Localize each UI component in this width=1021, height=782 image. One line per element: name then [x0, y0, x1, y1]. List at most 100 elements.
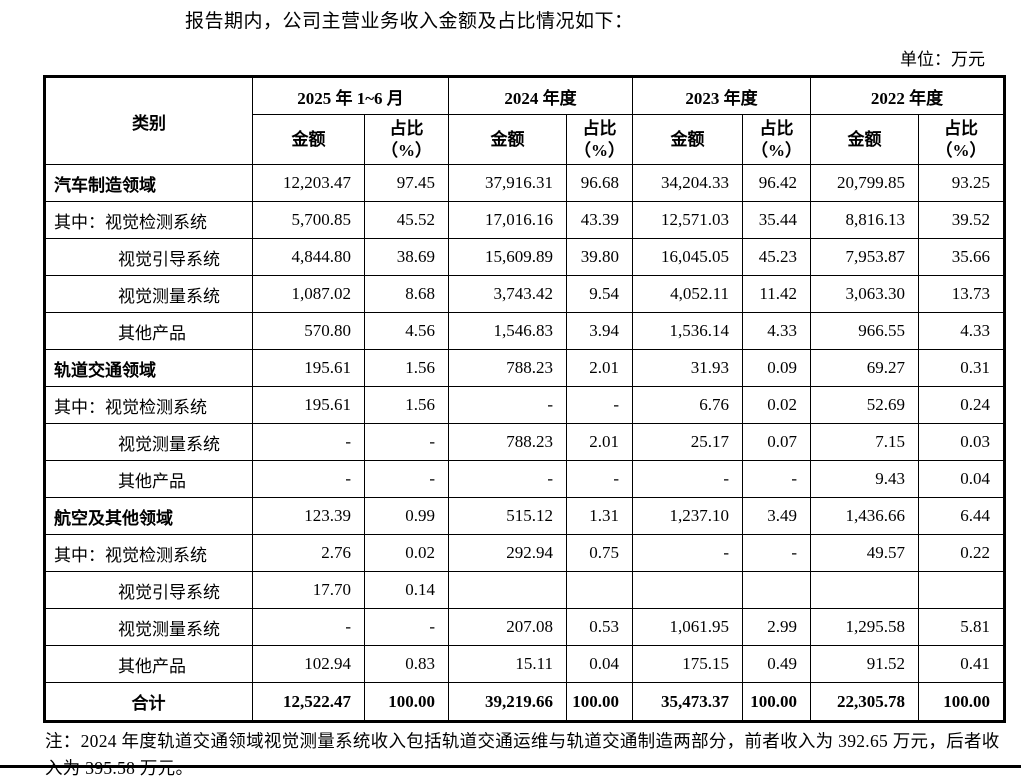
- value-cell: 292.94: [448, 534, 567, 572]
- table-row: 视觉测量系统 - -788.23 2.01 25.17 0.07 7.15 0.03: [44, 423, 1005, 461]
- value-cell: 0.04: [918, 460, 1005, 498]
- row-label: 轨道交通领域: [44, 349, 253, 387]
- value-cell: 0.41: [918, 645, 1005, 683]
- value-cell: 3,743.42: [448, 275, 567, 313]
- row-label: 视觉测量系统: [44, 608, 253, 646]
- col-header-amount: 金额: [448, 114, 567, 165]
- row-label: 其中：视觉检测系统: [44, 201, 253, 239]
- ratio-label-line2: （%）: [751, 140, 802, 160]
- value-cell: 39,219.66: [448, 682, 567, 722]
- value-cell: 38.69: [364, 238, 449, 276]
- value-cell: 2.76: [252, 534, 365, 572]
- value-cell: -: [566, 460, 633, 498]
- value-cell: 43.39: [566, 201, 633, 239]
- value-cell: 788.23: [448, 423, 567, 461]
- value-cell: 788.23: [448, 349, 567, 387]
- ratio-label-line2: （%）: [574, 140, 625, 160]
- value-cell: 93.25: [918, 164, 1005, 202]
- value-cell: 6.44: [918, 497, 1005, 535]
- value-cell: 7,953.87: [810, 238, 919, 276]
- row-label: 视觉引导系统: [44, 571, 253, 609]
- row-label: 视觉测量系统: [44, 275, 253, 313]
- value-cell: 97.45: [364, 164, 449, 202]
- col-header-amount: 金额: [632, 114, 743, 165]
- value-cell: 1.56: [364, 386, 449, 424]
- value-cell: 4,052.11: [632, 275, 743, 313]
- value-cell: 4.56: [364, 312, 449, 350]
- value-cell: 13.73: [918, 275, 1005, 313]
- table-row: 其中：视觉检测系统 5,700.85 45.52 17,016.16 43.39 12,5…: [44, 201, 1005, 239]
- value-cell: 5,700.85: [252, 201, 365, 239]
- table-row: 视觉引导系统 17.70 0.14: [44, 571, 1005, 609]
- value-cell: -: [364, 608, 449, 646]
- value-cell: 49.57: [810, 534, 919, 572]
- value-cell: 20,799.85: [810, 164, 919, 202]
- col-header-period-2025: 2025 年 1~6 月: [252, 76, 449, 115]
- col-header-period-2024: 2024 年度: [448, 76, 633, 115]
- value-cell: 966.55: [810, 312, 919, 350]
- value-cell: 0.03: [918, 423, 1005, 461]
- value-cell: 1,546.83: [448, 312, 567, 350]
- value-cell: 0.53: [566, 608, 633, 646]
- value-cell: 15.11: [448, 645, 567, 683]
- value-cell: 1,295.58: [810, 608, 919, 646]
- value-cell: 0.02: [364, 534, 449, 572]
- value-cell: 22,305.78: [810, 682, 919, 722]
- col-header-ratio: 占比 （%）: [566, 114, 633, 165]
- row-label: 其他产品: [44, 312, 253, 350]
- value-cell: 45.52: [364, 201, 449, 239]
- row-label: 航空及其他领域: [44, 497, 253, 535]
- value-cell: 4,844.80: [252, 238, 365, 276]
- row-label: 其他产品: [44, 645, 253, 683]
- value-cell: 175.15: [632, 645, 743, 683]
- value-cell: 2.01: [566, 349, 633, 387]
- value-cell: -: [566, 386, 633, 424]
- row-label: 汽车制造领域: [44, 164, 253, 202]
- row-label: 视觉测量系统: [44, 423, 253, 461]
- table-row: 轨道交通领域 195.61 1.56 788.23 2.01 31.93 0.09 69.27…: [44, 349, 1005, 387]
- value-cell: 0.09: [742, 349, 811, 387]
- table-row: 视觉引导系统 4,844.80 38.69 15,609.89 39.80 16,045.…: [44, 238, 1005, 276]
- value-cell: 3.49: [742, 497, 811, 535]
- value-cell: 45.23: [742, 238, 811, 276]
- table-row: 航空及其他领域 123.39 0.99 515.12 1.31 1,237.10 3.49 1…: [44, 497, 1005, 535]
- value-cell: 1,436.66: [810, 497, 919, 535]
- value-cell: 12,522.47: [252, 682, 365, 722]
- value-cell: [918, 571, 1005, 609]
- value-cell: 100.00: [742, 682, 811, 722]
- value-cell: 2.99: [742, 608, 811, 646]
- value-cell: 0.83: [364, 645, 449, 683]
- value-cell: 91.52: [810, 645, 919, 683]
- value-cell: -: [632, 460, 743, 498]
- col-header-amount: 金额: [810, 114, 919, 165]
- table-row: 视觉测量系统 - -207.08 0.53 1,061.95 2.99 1,295.58 5.…: [44, 608, 1005, 646]
- value-cell: 15,609.89: [448, 238, 567, 276]
- col-header-ratio: 占比 （%）: [742, 114, 811, 165]
- ratio-label-line1: 占比: [389, 118, 424, 138]
- value-cell: 16,045.05: [632, 238, 743, 276]
- value-cell: -: [252, 608, 365, 646]
- col-header-ratio: 占比 （%）: [364, 114, 449, 165]
- value-cell: -: [252, 460, 365, 498]
- value-cell: 69.27: [810, 349, 919, 387]
- col-header-amount: 金额: [252, 114, 365, 165]
- value-cell: 4.33: [742, 312, 811, 350]
- value-cell: -: [448, 460, 567, 498]
- value-cell: -: [742, 534, 811, 572]
- value-cell: -: [448, 386, 567, 424]
- table-row: 视觉测量系统 1,087.02 8.68 3,743.42 9.54 4,052.11 11…: [44, 275, 1005, 313]
- ratio-label-line2: （%）: [381, 140, 432, 160]
- value-cell: 9.54: [566, 275, 633, 313]
- value-cell: 2.01: [566, 423, 633, 461]
- col-header-ratio: 占比 （%）: [918, 114, 1005, 165]
- ratio-label-line1: 占比: [944, 118, 978, 138]
- row-label: 视觉引导系统: [44, 238, 253, 276]
- value-cell: 34,204.33: [632, 164, 743, 202]
- value-cell: [742, 571, 811, 609]
- table-row: 其中：视觉检测系统 195.61 1.56- -6.76 0.02 52.69 0.24: [44, 386, 1005, 424]
- row-label: 其他产品: [44, 460, 253, 498]
- value-cell: 25.17: [632, 423, 743, 461]
- value-cell: 96.42: [742, 164, 811, 202]
- value-cell: 0.22: [918, 534, 1005, 572]
- value-cell: 52.69: [810, 386, 919, 424]
